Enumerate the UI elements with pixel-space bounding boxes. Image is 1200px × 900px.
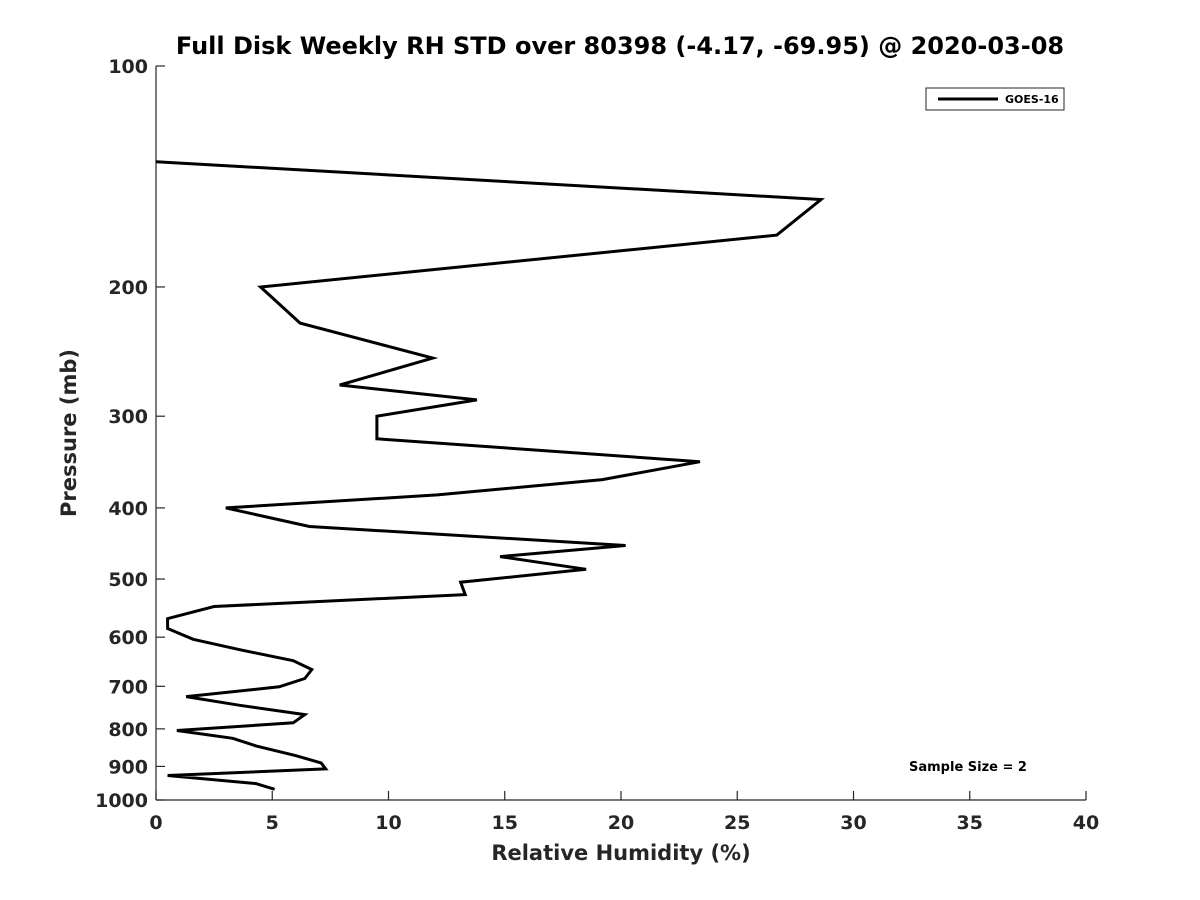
x-tick-label: 40 (1073, 812, 1099, 834)
y-tick-label: 700 (108, 676, 148, 698)
chart-title: Full Disk Weekly RH STD over 80398 (-4.1… (176, 32, 1064, 60)
x-tick-label: 35 (957, 812, 983, 834)
x-tick-label: 0 (149, 812, 162, 834)
x-tick-label: 20 (608, 812, 634, 834)
x-tick-label: 15 (492, 812, 518, 834)
series-line-goes16 (155, 160, 825, 791)
y-tick-label: 1000 (95, 790, 148, 812)
y-tick-label: 600 (108, 627, 148, 649)
y-tick-label: 500 (108, 569, 148, 591)
sample-size-annotation: Sample Size = 2 (909, 760, 1027, 775)
y-tick-label: 300 (108, 406, 148, 428)
y-tick-label: 100 (108, 56, 148, 78)
x-axis-label: Relative Humidity (%) (491, 841, 750, 865)
x-tick-label: 25 (724, 812, 750, 834)
y-tick-label: 800 (108, 719, 148, 741)
x-tick-label: 5 (266, 812, 279, 834)
y-tick-label: 200 (108, 277, 148, 299)
series-group (155, 160, 825, 791)
x-tick-label: 30 (840, 812, 866, 834)
y-tick-label: 400 (108, 498, 148, 520)
x-axis-ticks: 0 5 10 15 20 25 30 35 40 (149, 791, 1099, 834)
legend-label-goes16: GOES-16 (1005, 93, 1059, 106)
y-tick-label: 900 (108, 756, 148, 778)
y-axis-label: Pressure (mb) (57, 349, 81, 517)
x-tick-label: 10 (375, 812, 401, 834)
y-axis-ticks: 100 200 300 400 500 600 700 800 900 1000 (95, 56, 165, 812)
legend: GOES-16 (925, 87, 1065, 111)
